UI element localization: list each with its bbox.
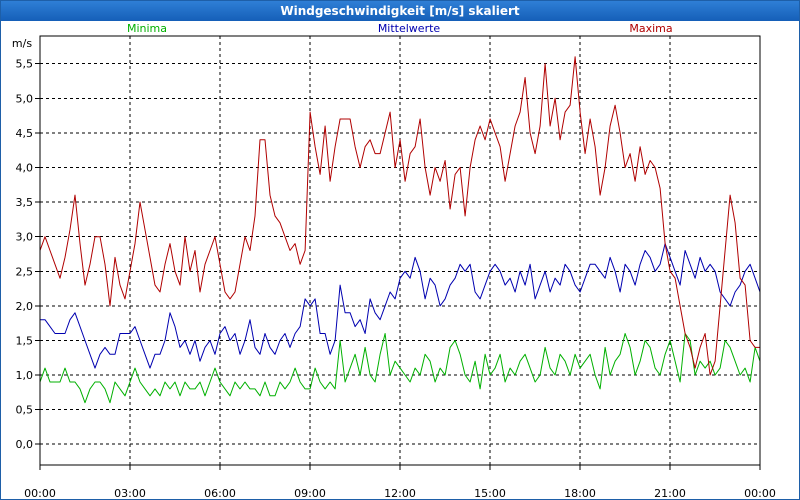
- x-tick-time-label: 15:00: [474, 487, 506, 500]
- y-tick-label: 1,0: [16, 369, 34, 382]
- legend-entry-maxima: Maxima: [629, 22, 672, 35]
- y-tick-label: 3,5: [16, 196, 34, 209]
- legend-entry-mittelwerte: Mittelwerte: [378, 22, 441, 35]
- axes: [35, 35, 761, 470]
- x-tick-time-label: 00:00: [24, 487, 56, 500]
- x-tick-time-label: 18:00: [564, 487, 596, 500]
- y-tick-label: 2,0: [16, 300, 34, 313]
- labels: 0,0 0,5 1,0 1,5 2,0 2,5 3,0 3,5 4,0 4,5 5,0 5,5 00:0…: [12, 22, 776, 500]
- x-tick-time-label: 06:00: [204, 487, 236, 500]
- x-tick-time-label: 00:00: [744, 487, 776, 500]
- y-tick-label: 2,5: [16, 265, 34, 278]
- x-tick-time-label: 12:00: [384, 487, 416, 500]
- y-tick-label: 1,5: [16, 334, 34, 347]
- y-axis-unit-label: m/s: [12, 37, 32, 50]
- y-tick-label: 0,0: [16, 438, 34, 451]
- window-title: Windgeschwindigkeit [m/s] skaliert: [1, 1, 799, 21]
- x-tick-time-label: 09:00: [294, 487, 326, 500]
- legend-entry-minima: Minima: [127, 22, 167, 35]
- y-tick-label: 4,5: [16, 127, 34, 140]
- plot-frame: [39, 35, 761, 466]
- y-tick-label: 5,5: [16, 58, 34, 71]
- y-tick-label: 3,0: [16, 231, 34, 244]
- x-tick-time-label: 21:00: [654, 487, 686, 500]
- wind-speed-chart: 0,0 0,5 1,0 1,5 2,0 2,5 3,0 3,5 4,0 4,5 5,0 5,5 00:0…: [12, 22, 776, 500]
- y-tick-label: 4,0: [16, 161, 34, 174]
- grid: [40, 36, 760, 465]
- y-tick-label: 5,0: [16, 92, 34, 105]
- y-tick-label: 0,5: [16, 404, 34, 417]
- x-tick-time-label: 03:00: [114, 487, 146, 500]
